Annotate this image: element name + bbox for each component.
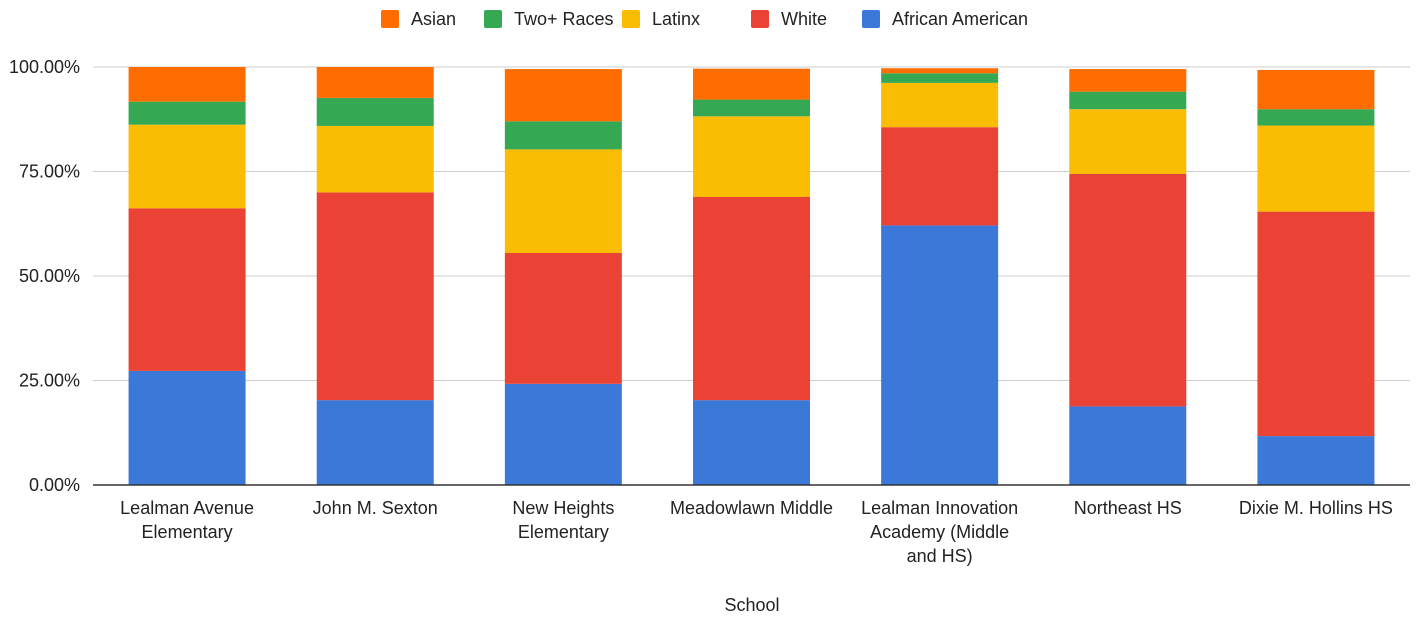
x-tick-label-line: Dixie M. Hollins HS	[1239, 498, 1393, 518]
x-tick-label-line: and HS)	[907, 546, 973, 566]
bar-segment-asian	[316, 67, 434, 98]
legend-label: Two+ Races	[514, 9, 614, 29]
legend-item: White	[751, 9, 827, 29]
y-tick-label: 25.00%	[19, 371, 80, 391]
x-tick-label: John M. Sexton	[313, 498, 438, 518]
bar-segment-two-races	[1257, 109, 1375, 126]
bar-segment-latinx	[881, 82, 999, 128]
bar-segment-african-american	[316, 400, 434, 485]
bar-segment-asian	[1069, 69, 1187, 92]
bar-segment-white	[1069, 174, 1187, 407]
bar-segment-white	[316, 192, 434, 401]
bar-segment-white	[881, 127, 999, 226]
bar-segment-latinx	[1069, 109, 1187, 175]
x-tick-label: New Heights Elementary	[512, 498, 614, 542]
legend-label: Latinx	[652, 9, 700, 29]
bar-segment-african-american	[881, 225, 999, 485]
legend-label: White	[781, 9, 827, 29]
legend: Asian Two+ Races Latinx White African Americ…	[381, 9, 1028, 29]
bar-segment-african-american	[504, 383, 622, 485]
bar-segment-asian	[693, 68, 810, 100]
legend-swatch	[751, 10, 769, 28]
x-tick-label-line: Elementary	[142, 522, 233, 542]
bar-segment-african-american	[1069, 406, 1187, 485]
bar-segment-african-american	[1257, 436, 1375, 485]
bar-segment-two-races	[693, 99, 810, 117]
x-tick-label: Lealman Avenue Elementary	[120, 498, 254, 542]
x-tick-label-line: Lealman Avenue	[120, 498, 254, 518]
x-tick-label: Lealman Innovation Academy (Middle and HS)	[861, 498, 1018, 566]
x-tick-label: Dixie M. Hollins HS	[1239, 498, 1393, 518]
bar-segment-latinx	[693, 116, 810, 197]
bar-segment-asian	[881, 68, 999, 74]
x-tick-label-line: Lealman Innovation	[861, 498, 1018, 518]
x-tick-label-line: Academy (Middle	[870, 522, 1009, 542]
x-tick-label-line: Northeast HS	[1074, 498, 1182, 518]
bar-segment-african-american	[128, 370, 246, 485]
bar-segment-white	[128, 208, 246, 371]
legend-label: African American	[892, 9, 1028, 29]
bar-segment-latinx	[128, 124, 246, 209]
bar-segment-two-races	[128, 101, 246, 125]
y-tick-label: 75.00%	[19, 162, 80, 182]
legend-swatch	[381, 10, 399, 28]
axes: 0.00% 25.00% 50.00% 75.00% 100.00% Lealman Av…	[9, 57, 1410, 566]
x-tick-label-line: John M. Sexton	[313, 498, 438, 518]
legend-item: African American	[862, 9, 1028, 29]
y-tick-label: 100.00%	[9, 57, 80, 77]
bar-segment-asian	[128, 67, 246, 102]
bar-segment-two-races	[1069, 91, 1187, 110]
x-tick-label-line: Elementary	[518, 522, 609, 542]
x-tick-label: Northeast HS	[1074, 498, 1182, 518]
bar-segment-two-races	[316, 97, 434, 126]
bar-segment-two-races	[881, 73, 999, 83]
x-axis-title: School	[724, 595, 779, 615]
legend-item: Asian	[381, 9, 456, 29]
x-tick-label-line: Meadowlawn Middle	[670, 498, 833, 518]
bar-segment-latinx	[1257, 125, 1375, 212]
bar-segment-african-american	[693, 400, 810, 485]
bar-segment-white	[504, 253, 622, 384]
bar-segment-latinx	[504, 149, 622, 254]
x-tick-label-line: New Heights	[512, 498, 614, 518]
legend-item: Two+ Races	[484, 9, 614, 29]
bar-segment-white	[693, 196, 810, 401]
y-tick-label: 50.00%	[19, 266, 80, 286]
bar-segment-two-races	[504, 121, 622, 150]
legend-swatch	[484, 10, 502, 28]
bar-segment-asian	[504, 69, 622, 122]
legend-label: Asian	[411, 9, 456, 29]
legend-item: Latinx	[622, 9, 700, 29]
bar-segment-asian	[1257, 69, 1375, 110]
y-tick-label: 0.00%	[29, 475, 80, 495]
bar-segment-white	[1257, 211, 1375, 437]
bars	[128, 67, 1375, 485]
legend-swatch	[862, 10, 880, 28]
legend-swatch	[622, 10, 640, 28]
x-tick-label: Meadowlawn Middle	[670, 498, 833, 518]
bar-segment-latinx	[316, 125, 434, 193]
